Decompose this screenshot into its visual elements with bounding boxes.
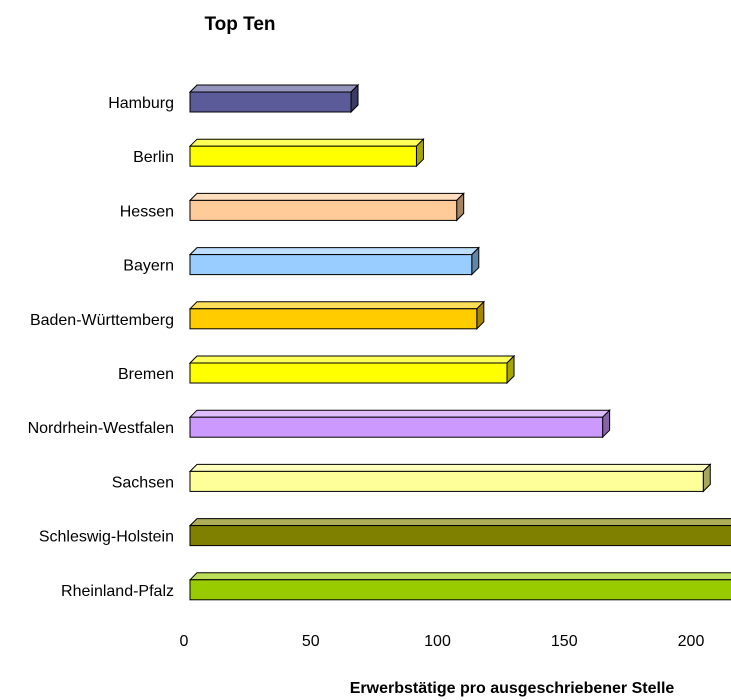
bar-front-face: [189, 362, 508, 384]
bar-hamburg: [188, 83, 360, 114]
category-label-rheinland-pfalz: Rheinland-Pfalz: [61, 583, 174, 600]
bar-top-face: [188, 301, 486, 310]
x-tick-label: 50: [302, 633, 320, 650]
x-tick-label: 150: [551, 633, 578, 650]
bar-top-face: [188, 192, 465, 201]
bar-nordrhein-westfalen: [188, 408, 611, 439]
category-label-baden-w-rttemberg: Baden-Württemberg: [30, 312, 174, 329]
bar-bayern: [188, 246, 480, 276]
category-label-hamburg: Hamburg: [108, 95, 174, 112]
x-axis-label: Erwerbstätige pro ausgeschriebener Stell…: [350, 680, 675, 697]
bar-top-face: [188, 518, 731, 527]
bar-front-face: [189, 254, 473, 276]
bar-front-face: [189, 145, 417, 167]
category-label-sachsen: Sachsen: [112, 474, 174, 491]
category-label-hessen: Hessen: [120, 203, 174, 220]
bar-top-face: [188, 409, 611, 418]
bar-top-face: [188, 138, 425, 147]
bar-front-face: [189, 199, 458, 221]
bar-front-face: [189, 416, 604, 438]
category-label-nordrhein-westfalen: Nordrhein-Westfalen: [28, 420, 174, 437]
bar-berlin: [188, 137, 425, 168]
bar-top-face: [188, 355, 516, 364]
x-tick-label: 200: [678, 633, 705, 650]
category-label-schleswig-holstein: Schleswig-Holstein: [39, 529, 174, 546]
category-labels: Hamburg Berlin Hessen Bayern Baden-Württembe…: [28, 95, 174, 600]
x-tick-labels: 0 50 100 150 200: [180, 633, 705, 650]
bar-top-face: [188, 572, 731, 581]
chart-title: Top Ten: [204, 14, 275, 35]
category-label-berlin: Berlin: [133, 149, 174, 166]
x-tick-label: 100: [424, 633, 451, 650]
bar-front-face: [189, 579, 731, 601]
bar-front-face: [189, 91, 352, 113]
bar-top-face: [188, 247, 480, 256]
category-label-bremen: Bremen: [118, 366, 174, 383]
bar-front-face: [189, 525, 731, 547]
bar-rheinland-pfalz: [188, 572, 731, 601]
bar-bremen: [188, 354, 516, 385]
bar-baden-w-rttemberg: [188, 300, 486, 331]
bar-top-face: [188, 84, 360, 93]
bars-group: [188, 83, 731, 601]
bar-hessen: [188, 192, 465, 222]
bar-schleswig-holstein: [188, 518, 731, 547]
bar-front-face: [189, 470, 704, 492]
x-tick-label: 0: [180, 633, 189, 650]
bar-sachsen: [188, 463, 712, 493]
bar-top-face: [188, 463, 712, 472]
category-label-bayern: Bayern: [123, 258, 174, 275]
bar-front-face: [189, 308, 478, 330]
